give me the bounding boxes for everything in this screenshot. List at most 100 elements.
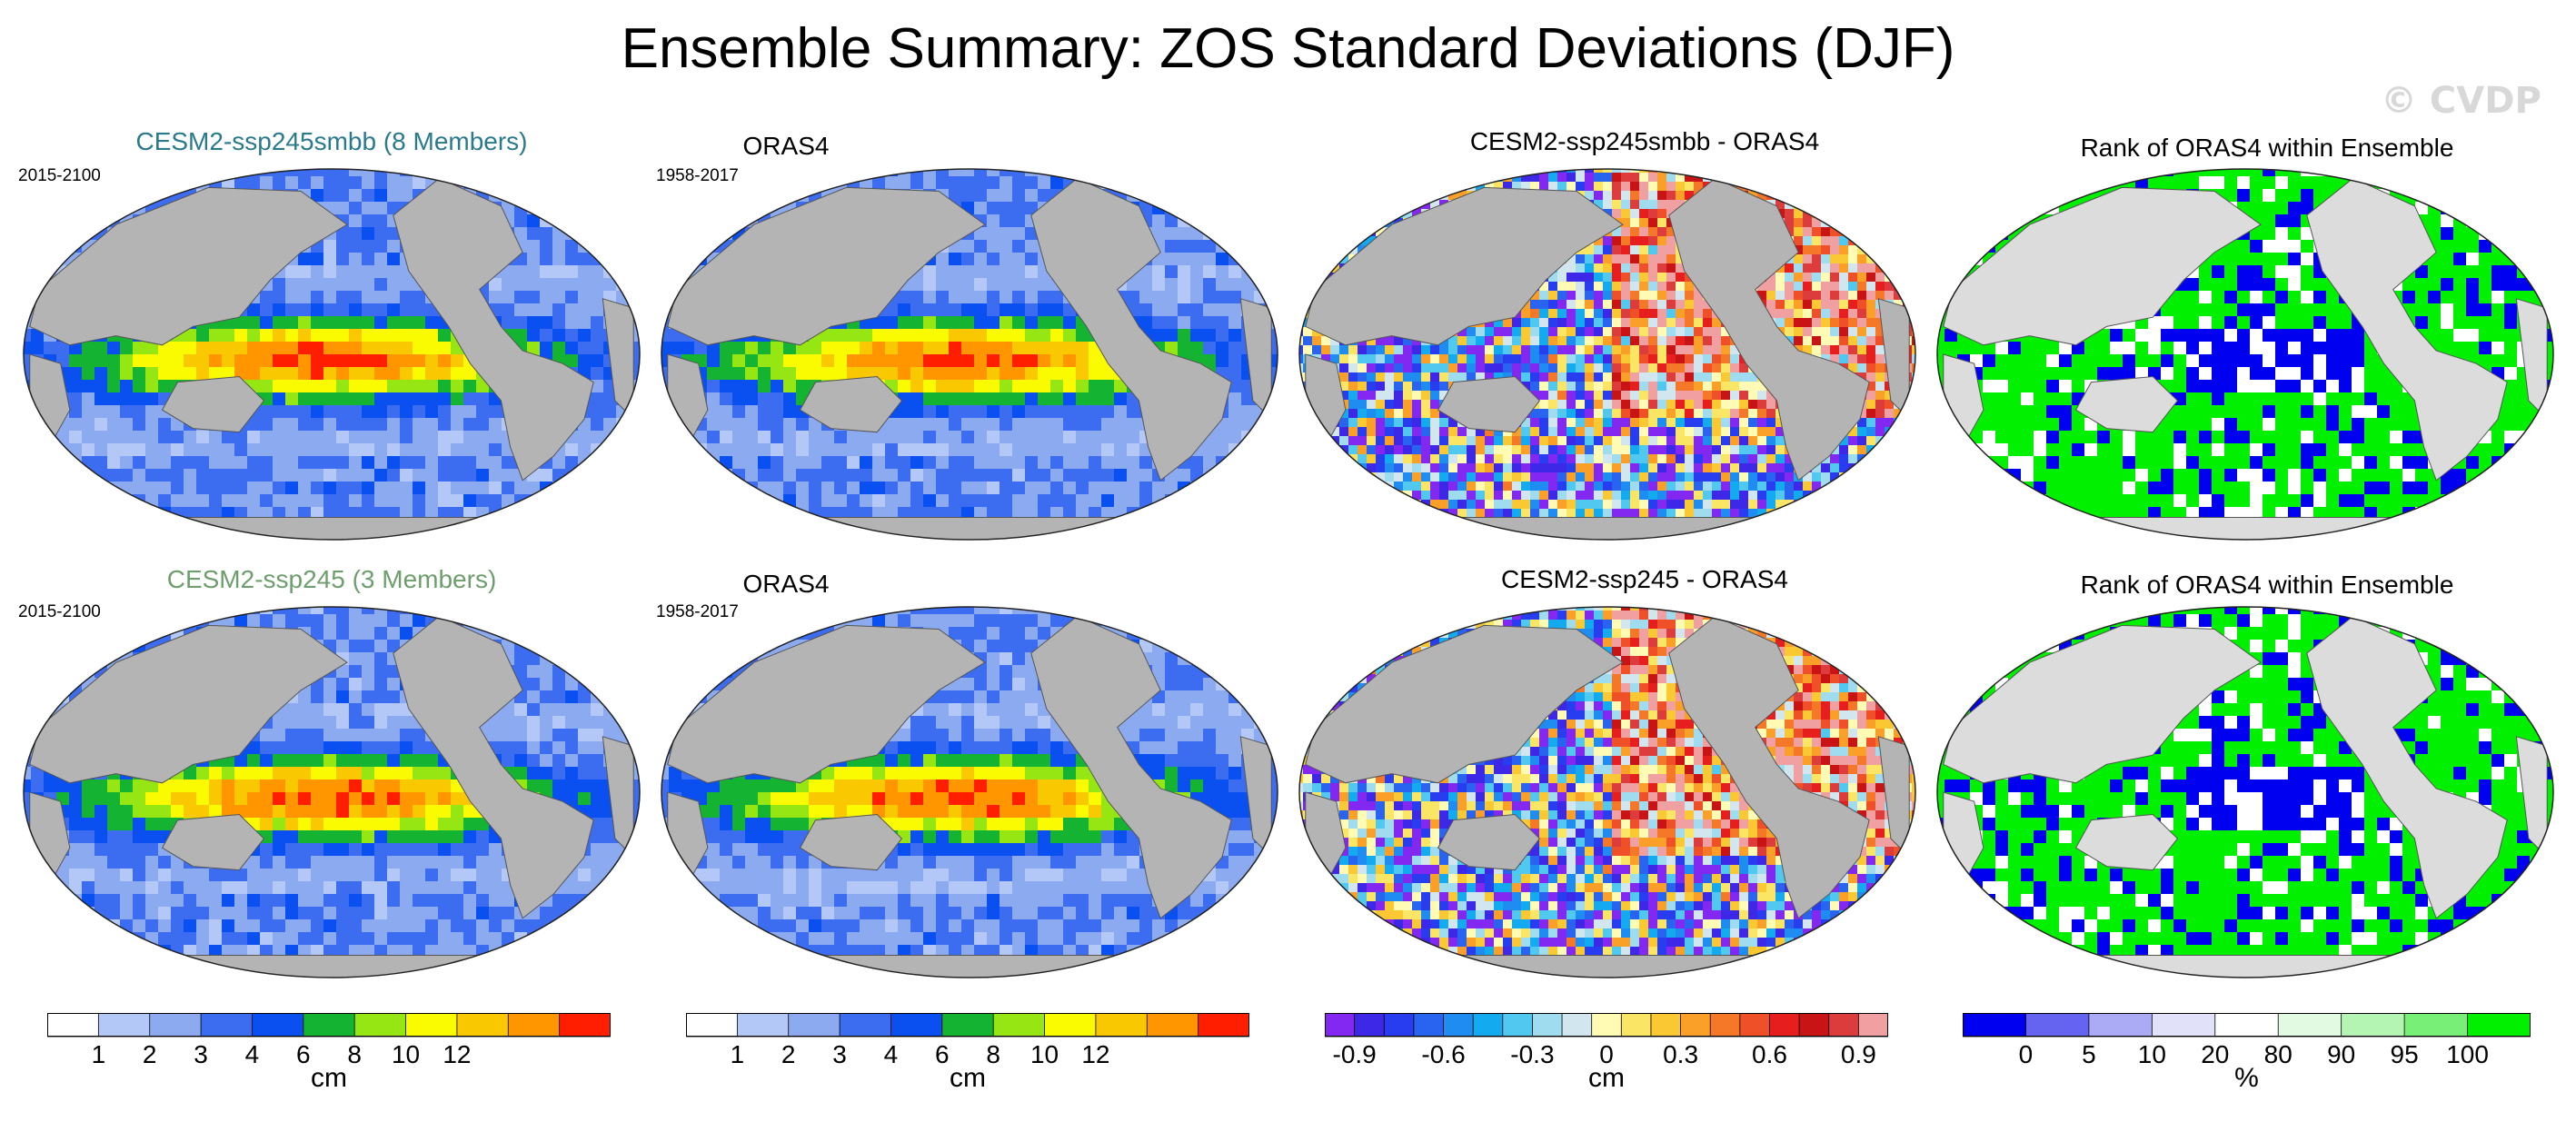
map-cell [374, 176, 388, 190]
map-cell [629, 227, 640, 241]
map-cell [669, 278, 682, 292]
map-cell [949, 494, 962, 508]
map-cell [603, 169, 617, 177]
map-cell [1694, 354, 1704, 364]
map-cell [1821, 282, 1831, 292]
map-cell [502, 507, 515, 521]
map-cell [1785, 309, 1795, 319]
map-cell [502, 520, 515, 533]
map-cell [1430, 173, 1440, 183]
map-cell [120, 431, 134, 444]
map-cell [1912, 318, 1915, 328]
map-cell [1594, 263, 1604, 273]
map-cell [476, 418, 490, 432]
map-cell [273, 494, 286, 508]
map-cell [591, 291, 604, 304]
landmass [667, 186, 986, 346]
map-cell [463, 392, 477, 406]
map-cell [758, 367, 771, 381]
map-cell [1848, 291, 1858, 301]
map-cell [1894, 169, 1904, 174]
map-cell [1621, 327, 1631, 337]
map-cell [1376, 372, 1386, 382]
map-cell [476, 507, 490, 521]
map-cell [1038, 418, 1051, 432]
map-cell [1503, 182, 1513, 192]
map-cell [707, 354, 721, 368]
map-cell [1875, 282, 1885, 292]
map-cell [661, 392, 670, 406]
map-cell [44, 169, 57, 177]
map-cell [527, 520, 541, 533]
map-cell [463, 469, 477, 482]
map-cell [1403, 400, 1413, 410]
map-cell [374, 303, 388, 317]
map-cell [1063, 507, 1077, 521]
map-cell [133, 507, 146, 521]
map-cell [1241, 431, 1255, 444]
map-cell [1566, 391, 1576, 401]
map-cell [1648, 182, 1658, 192]
map-cell [1557, 382, 1567, 392]
map-cell [1439, 173, 1449, 183]
map-cell [349, 342, 363, 355]
map-cell [1803, 345, 1813, 355]
map-cell [910, 405, 924, 419]
map-cell [1703, 173, 1713, 183]
map-cell [133, 202, 146, 215]
map-cell [336, 303, 350, 317]
map-cell [1457, 372, 1467, 382]
map-cell [1139, 494, 1153, 508]
map-cell [145, 189, 159, 203]
map-cell [758, 443, 771, 457]
map-cell [247, 418, 261, 432]
map-cell [796, 176, 810, 190]
map-cell [1712, 382, 1722, 392]
map-cell [552, 278, 566, 292]
map-cell [120, 532, 134, 540]
map-cell [1830, 191, 1840, 201]
map-cell [1694, 182, 1704, 192]
map-cell [1576, 409, 1586, 419]
map-cell [783, 392, 797, 406]
map-cell [476, 169, 490, 177]
map-cell [1050, 367, 1064, 381]
map-cell [936, 482, 950, 495]
map-cell [323, 482, 337, 495]
map-cell [24, 507, 32, 521]
map-cell [1785, 173, 1795, 183]
map-cell [796, 482, 810, 495]
map-cell [936, 303, 950, 317]
map-cell [1254, 456, 1268, 470]
map-cell [1228, 176, 1242, 190]
map-cell [1621, 173, 1631, 183]
map-cell [540, 176, 553, 190]
map-cell [898, 392, 911, 406]
map-cell [94, 532, 108, 540]
map-cell [247, 469, 261, 482]
map-cell [514, 265, 528, 279]
map-cell [603, 418, 617, 432]
map-cell [732, 367, 746, 381]
map-cell [1566, 363, 1576, 373]
map-cell [69, 482, 83, 495]
map-cell [1676, 182, 1686, 192]
map-cell [413, 392, 426, 406]
map-cell [94, 202, 108, 215]
map-cell [1848, 169, 1858, 174]
map-cell [1448, 191, 1458, 201]
map-cell [400, 456, 413, 470]
map-cell [82, 227, 95, 241]
map-cell [1358, 227, 1368, 237]
map-cell [94, 418, 108, 432]
map-cell [1203, 494, 1217, 508]
map-cell [961, 278, 975, 292]
map-cell [1216, 176, 1229, 190]
map-cell [425, 367, 439, 381]
map-cell [527, 176, 541, 190]
map-cell [1566, 345, 1576, 355]
map-cell [1114, 520, 1128, 533]
map-cell [425, 443, 439, 457]
map-cell [1666, 182, 1676, 192]
map-cell [1885, 218, 1895, 228]
